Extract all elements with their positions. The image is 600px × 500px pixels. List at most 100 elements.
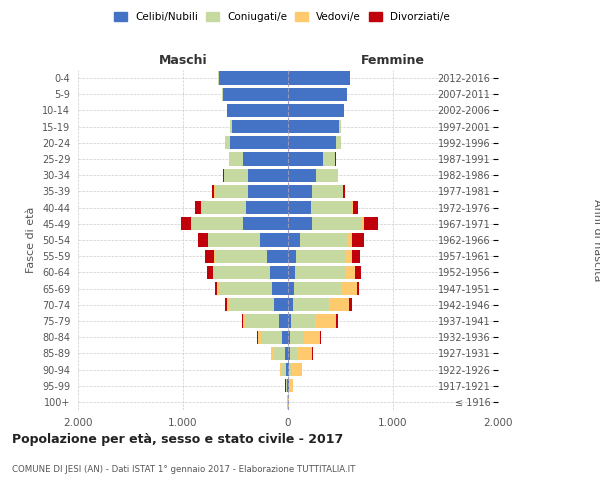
Bar [288, 152, 323, 166]
Bar [248, 168, 288, 182]
Bar [248, 185, 288, 198]
Bar [218, 72, 288, 85]
Bar [288, 120, 340, 134]
Bar [272, 282, 288, 295]
Bar [225, 136, 230, 149]
Bar [290, 346, 297, 360]
Bar [243, 217, 288, 230]
Bar [288, 363, 289, 376]
Bar [223, 168, 224, 182]
Bar [316, 168, 337, 182]
Bar [288, 234, 299, 246]
Bar [357, 282, 359, 295]
Bar [280, 363, 282, 376]
Bar [348, 234, 352, 246]
Bar [212, 185, 214, 198]
Bar [346, 266, 355, 279]
Bar [290, 330, 304, 344]
Bar [361, 217, 364, 230]
Bar [288, 250, 296, 263]
Bar [292, 363, 302, 376]
Bar [191, 217, 243, 230]
Bar [227, 104, 288, 117]
Bar [294, 282, 341, 295]
Bar [340, 120, 341, 134]
Bar [296, 250, 346, 263]
Bar [289, 379, 293, 392]
Bar [214, 250, 215, 263]
Bar [288, 185, 312, 198]
Bar [225, 298, 227, 312]
Bar [260, 234, 288, 246]
Bar [352, 250, 361, 263]
Bar [215, 250, 267, 263]
Bar [285, 346, 288, 360]
Text: Femmine: Femmine [361, 54, 425, 67]
Bar [353, 201, 358, 214]
Text: Maschi: Maschi [158, 54, 208, 67]
Y-axis label: Fasce di età: Fasce di età [26, 207, 37, 273]
Bar [288, 168, 316, 182]
Bar [224, 168, 248, 182]
Bar [288, 298, 293, 312]
Bar [288, 266, 295, 279]
Bar [288, 346, 290, 360]
Bar [323, 152, 335, 166]
Bar [288, 330, 290, 344]
Bar [229, 152, 243, 166]
Bar [230, 136, 288, 149]
Bar [215, 282, 217, 295]
Bar [316, 314, 337, 328]
Bar [246, 201, 288, 214]
Bar [286, 379, 287, 392]
Bar [364, 217, 379, 230]
Bar [198, 234, 208, 246]
Bar [278, 314, 288, 328]
Bar [295, 266, 346, 279]
Bar [196, 201, 200, 214]
Bar [337, 136, 341, 149]
Bar [343, 185, 345, 198]
Bar [267, 250, 288, 263]
Bar [288, 88, 347, 101]
Bar [205, 250, 214, 263]
Bar [288, 217, 312, 230]
Text: COMUNE DI JESI (AN) - Dati ISTAT 1° gennaio 2017 - Elaborazione TUTTITALIA.IT: COMUNE DI JESI (AN) - Dati ISTAT 1° genn… [12, 466, 355, 474]
Bar [213, 266, 214, 279]
Bar [243, 152, 288, 166]
Bar [288, 201, 311, 214]
Bar [201, 201, 246, 214]
Bar [320, 330, 321, 344]
Bar [352, 201, 353, 214]
Bar [223, 88, 288, 101]
Bar [287, 379, 288, 392]
Bar [282, 330, 288, 344]
Bar [312, 217, 361, 230]
Bar [230, 298, 274, 312]
Bar [311, 201, 352, 214]
Bar [217, 282, 219, 295]
Bar [261, 330, 282, 344]
Bar [269, 266, 288, 279]
Bar [288, 282, 294, 295]
Bar [242, 314, 243, 328]
Bar [208, 234, 260, 246]
Bar [288, 314, 291, 328]
Bar [207, 266, 213, 279]
Bar [329, 298, 349, 312]
Bar [288, 136, 337, 149]
Text: Anni di nascita: Anni di nascita [592, 198, 600, 281]
Text: Popolazione per età, sesso e stato civile - 2017: Popolazione per età, sesso e stato civil… [12, 432, 343, 446]
Bar [291, 314, 316, 328]
Bar [337, 314, 338, 328]
Bar [346, 250, 352, 263]
Bar [243, 314, 246, 328]
Bar [349, 298, 352, 312]
Bar [274, 346, 285, 360]
Bar [293, 298, 329, 312]
Bar [288, 72, 350, 85]
Bar [181, 217, 191, 230]
Bar [219, 282, 272, 295]
Legend: Celibi/Nubili, Coniugati/e, Vedovi/e, Divorziati/e: Celibi/Nubili, Coniugati/e, Vedovi/e, Di… [110, 8, 454, 26]
Bar [288, 104, 344, 117]
